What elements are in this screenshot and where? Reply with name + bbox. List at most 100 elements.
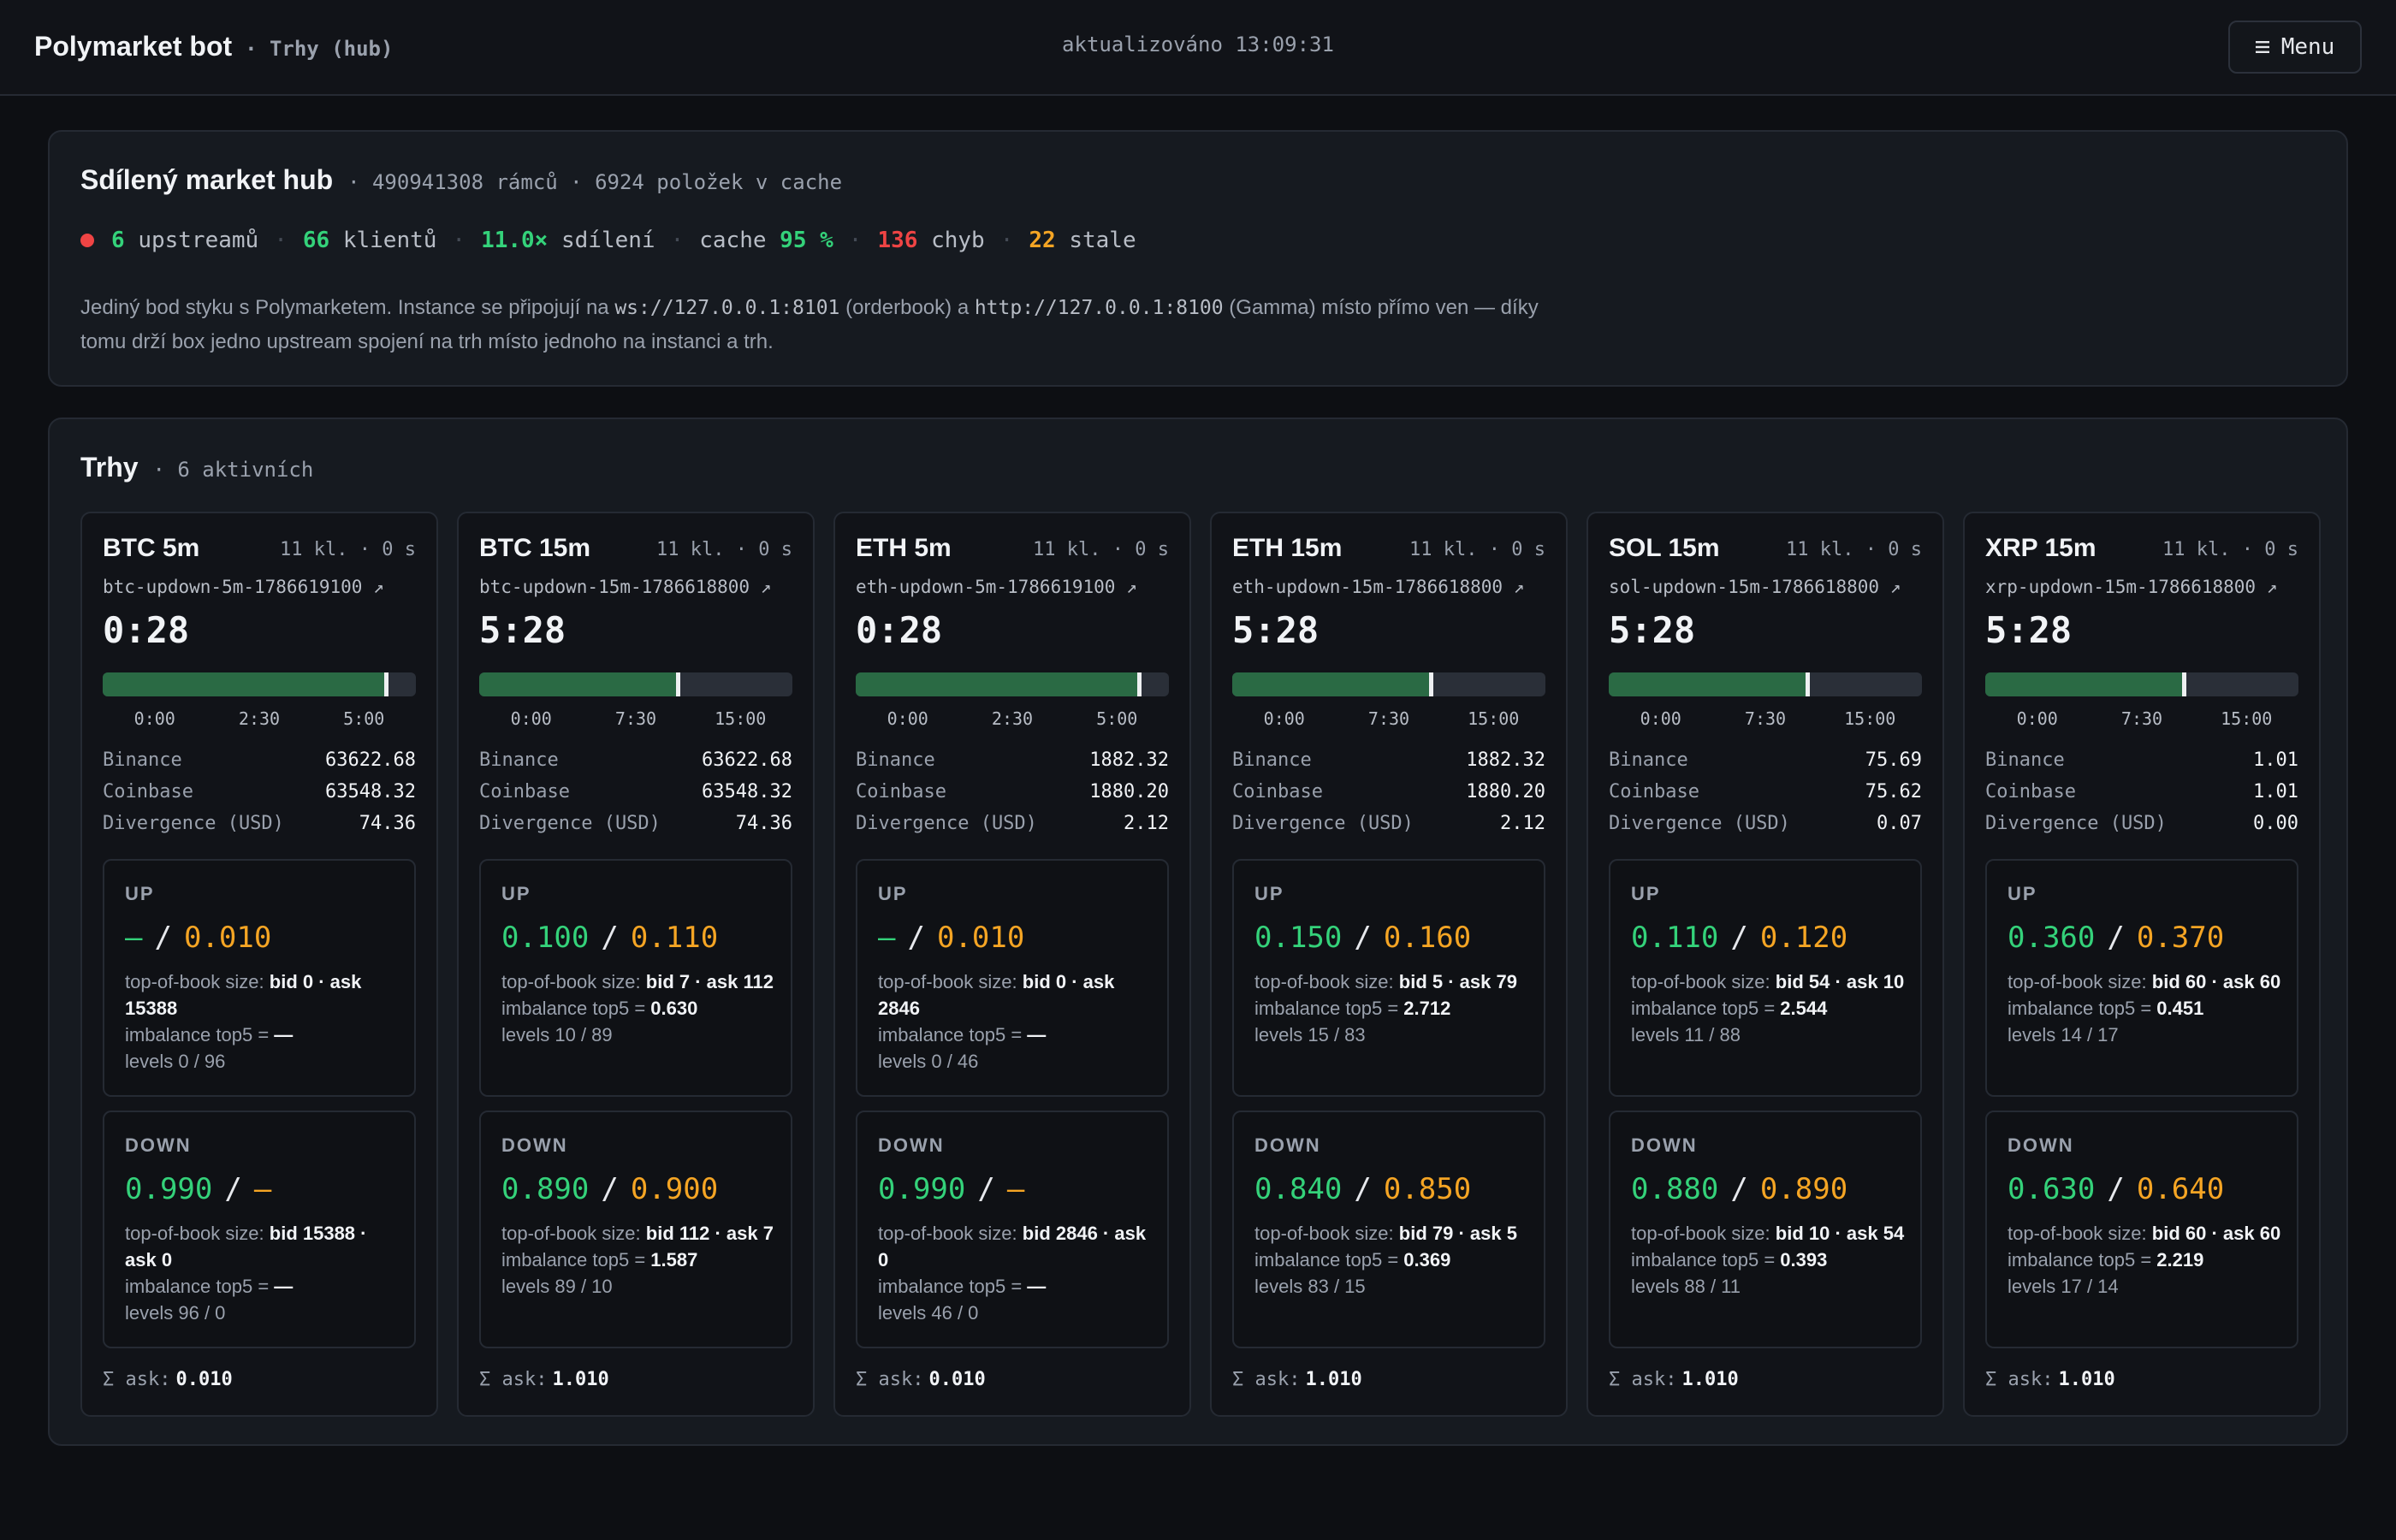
- down-size: bid 60 · ask 60: [2151, 1223, 2281, 1244]
- progress-marker: [383, 672, 388, 696]
- stale-label: stale: [1069, 228, 1136, 253]
- down-book: DOWN 0.840/0.850 top-of-book size: bid 7…: [1232, 1111, 1545, 1348]
- price-table: Binance 1882.32 Coinbase 1880.20 Divergenc…: [1232, 744, 1545, 839]
- progress-ticks: 0:00 7:30 15:00: [1985, 708, 2298, 731]
- market-meta: 11 kl. · 0 s: [2162, 539, 2298, 560]
- down-quote: 0.630/0.640: [2008, 1172, 2225, 1206]
- tick-label: 2:30: [991, 708, 1034, 729]
- progress-ticks: 0:00 7:30 15:00: [1232, 708, 1545, 731]
- down-bid: 0.990: [125, 1172, 213, 1206]
- upstreams-label: upstreamů: [138, 228, 259, 253]
- market-meta: 11 kl. · 0 s: [280, 539, 416, 560]
- up-label: UP: [2008, 883, 2037, 904]
- up-levels: levels 0 / 46: [878, 1051, 979, 1072]
- down-imbalance: 0.393: [1780, 1249, 1828, 1270]
- market-slug-link[interactable]: xrp-updown-15m-1786618800 ↗: [1985, 577, 2278, 597]
- binance-row: Binance 1.01: [1985, 744, 2298, 776]
- down-quote: 0.880/0.890: [1631, 1172, 1848, 1206]
- divergence-row: Divergence (USD) 2.12: [1232, 808, 1545, 839]
- down-label: DOWN: [2008, 1134, 2074, 1156]
- binance-row: Binance 1882.32: [1232, 744, 1545, 776]
- market-slug-link[interactable]: eth-updown-15m-1786618800 ↗: [1232, 577, 1525, 597]
- upstreams-count: 6: [111, 228, 125, 253]
- coinbase-row: Coinbase 1880.20: [1232, 776, 1545, 808]
- down-label: DOWN: [501, 1134, 568, 1156]
- binance-row: Binance 63622.68: [479, 744, 792, 776]
- binance-price: 1882.32: [1466, 749, 1545, 771]
- up-ask: 0.110: [630, 921, 719, 955]
- progress-marker: [1805, 672, 1810, 696]
- divergence-value: 0.07: [1877, 813, 1922, 834]
- down-levels: levels 96 / 0: [125, 1302, 226, 1324]
- coinbase-row: Coinbase 75.62: [1609, 776, 1922, 808]
- divergence-row: Divergence (USD) 2.12: [856, 808, 1169, 839]
- market-name: ETH 15m: [1232, 534, 1343, 562]
- divergence-value: 74.36: [735, 813, 792, 834]
- divergence-row: Divergence (USD) 74.36: [479, 808, 792, 839]
- market-cards: BTC 5m 11 kl. · 0 s btc-updown-5m-178661…: [80, 512, 2321, 1417]
- hub-title-row: Sdílený market hub · 490941308 rámců · 6…: [80, 164, 842, 196]
- tick-label: 5:00: [343, 708, 385, 729]
- coinbase-row: Coinbase 1880.20: [856, 776, 1169, 808]
- up-details: top-of-book size: bid 5 · ask 79 imbalan…: [1254, 968, 1528, 1048]
- down-details: top-of-book size: bid 15388 · ask 0 imba…: [125, 1220, 399, 1326]
- binance-price: 63622.68: [325, 749, 416, 771]
- market-card: ETH 5m 11 kl. · 0 s eth-updown-5m-178661…: [833, 512, 1191, 1417]
- up-size: bid 7 · ask 112: [645, 971, 774, 992]
- up-quote: —/0.010: [125, 921, 272, 955]
- divergence-row: Divergence (USD) 74.36: [103, 808, 416, 839]
- up-quote: 0.110/0.120: [1631, 921, 1848, 955]
- down-bid: 0.630: [2008, 1172, 2096, 1206]
- up-ask: 0.010: [936, 921, 1025, 955]
- up-label: UP: [501, 883, 531, 904]
- markets-panel: Trhy · 6 aktivních BTC 5m 11 kl. · 0 s b…: [48, 418, 2348, 1446]
- tick-label: 0:00: [510, 708, 552, 729]
- page-subtitle: · Trhy (hub): [245, 37, 394, 61]
- coinbase-price: 1880.20: [1089, 781, 1169, 803]
- down-details: top-of-book size: bid 2846 · ask 0 imbal…: [878, 1220, 1152, 1326]
- countdown-timer: 0:28: [856, 609, 943, 651]
- up-imbalance: 0.451: [2156, 998, 2204, 1019]
- down-size: bid 10 · ask 54: [1775, 1223, 1905, 1244]
- binance-price: 1882.32: [1089, 749, 1169, 771]
- market-card: BTC 15m 11 kl. · 0 s btc-updown-15m-1786…: [457, 512, 815, 1417]
- app-title: Polymarket bot · Trhy (hub): [34, 31, 393, 62]
- up-ask: 0.120: [1759, 921, 1848, 955]
- cache-hit-rate: 95 %: [780, 228, 833, 253]
- progress-fill: [103, 672, 387, 696]
- down-ask: 0.640: [2136, 1172, 2225, 1206]
- up-levels: levels 14 / 17: [2008, 1024, 2119, 1045]
- down-bid: 0.890: [501, 1172, 590, 1206]
- binance-row: Binance 63622.68: [103, 744, 416, 776]
- clients-count: 66: [302, 228, 330, 253]
- market-slug-link[interactable]: btc-updown-15m-1786618800 ↗: [479, 577, 772, 597]
- app-name: Polymarket bot: [34, 31, 233, 62]
- tick-label: 15:00: [1468, 708, 1520, 729]
- up-bid: 0.150: [1254, 921, 1343, 955]
- http-url: http://127.0.0.1:8100: [974, 297, 1224, 319]
- divergence-value: 2.12: [1500, 813, 1545, 834]
- binance-row: Binance 1882.32: [856, 744, 1169, 776]
- up-ask: 0.010: [183, 921, 272, 955]
- time-progress-bar: [1985, 672, 2298, 696]
- coinbase-row: Coinbase 63548.32: [103, 776, 416, 808]
- down-quote: 0.990/—: [878, 1172, 1025, 1206]
- market-card: SOL 15m 11 kl. · 0 s sol-updown-15m-1786…: [1586, 512, 1944, 1417]
- ask-sum-value: 0.010: [928, 1369, 986, 1390]
- up-quote: —/0.010: [878, 921, 1025, 955]
- tick-label: 0:00: [1640, 708, 1681, 729]
- market-slug-link[interactable]: sol-updown-15m-1786618800 ↗: [1609, 577, 1901, 597]
- tick-label: 15:00: [1844, 708, 1896, 729]
- market-slug-link[interactable]: eth-updown-5m-1786619100 ↗: [856, 577, 1137, 597]
- coinbase-row: Coinbase 1.01: [1985, 776, 2298, 808]
- ask-sum-value: 1.010: [2058, 1369, 2115, 1390]
- tick-label: 7:30: [1744, 708, 1787, 729]
- up-details: top-of-book size: bid 60 · ask 60 imbala…: [2008, 968, 2281, 1048]
- progress-fill: [1985, 672, 2185, 696]
- menu-button[interactable]: Menu: [2228, 21, 2362, 74]
- ask-sum-value: 1.010: [552, 1369, 609, 1390]
- up-book: UP 0.110/0.120 top-of-book size: bid 54 …: [1609, 859, 1922, 1097]
- market-slug-link[interactable]: btc-updown-5m-1786619100 ↗: [103, 577, 384, 597]
- binance-price: 1.01: [2253, 749, 2298, 771]
- down-details: top-of-book size: bid 60 · ask 60 imbala…: [2008, 1220, 2281, 1300]
